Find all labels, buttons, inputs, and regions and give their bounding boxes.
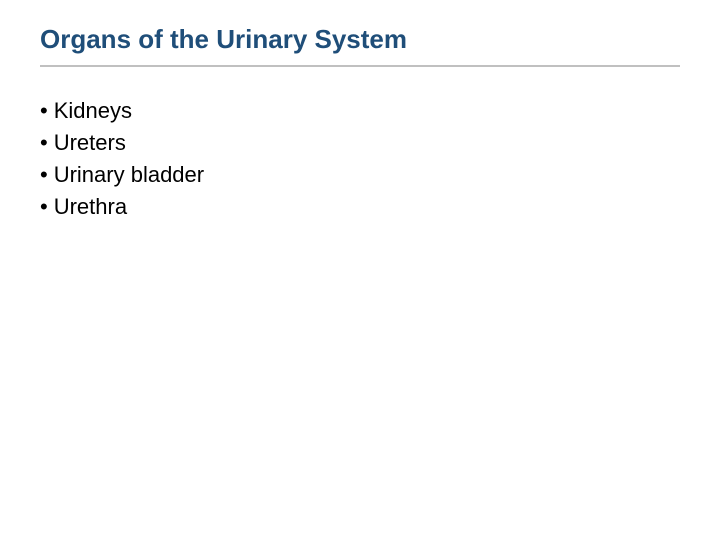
list-item: • Urethra — [40, 191, 680, 223]
list-item: • Urinary bladder — [40, 159, 680, 191]
list-item-label: Kidneys — [54, 95, 132, 127]
list-item-label: Ureters — [54, 127, 126, 159]
bullet-icon: • — [40, 159, 48, 191]
list-item-label: Urinary bladder — [54, 159, 204, 191]
list-item: • Ureters — [40, 127, 680, 159]
bullet-icon: • — [40, 127, 48, 159]
list-item-label: Urethra — [54, 191, 127, 223]
bullet-icon: • — [40, 95, 48, 127]
list-item: • Kidneys — [40, 95, 680, 127]
bullet-icon: • — [40, 191, 48, 223]
slide-title: Organs of the Urinary System — [40, 24, 680, 67]
bullet-list: • Kidneys • Ureters • Urinary bladder • … — [40, 95, 680, 223]
